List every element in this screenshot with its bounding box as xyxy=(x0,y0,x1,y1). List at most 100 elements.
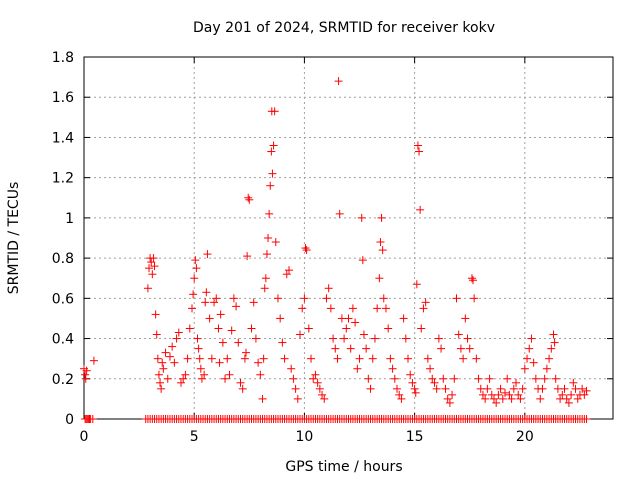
data-point xyxy=(346,344,355,353)
data-point xyxy=(562,394,571,403)
data-point xyxy=(351,318,360,327)
data-point xyxy=(163,374,172,383)
data-point xyxy=(168,342,177,351)
data-point xyxy=(260,284,269,293)
data-point xyxy=(249,298,258,307)
data-point xyxy=(459,354,468,363)
data-point xyxy=(179,374,188,383)
data-point xyxy=(262,250,271,259)
points-layer xyxy=(80,77,591,423)
data-point xyxy=(430,378,439,387)
data-point xyxy=(152,330,161,339)
data-point xyxy=(386,354,395,363)
data-point xyxy=(243,252,252,261)
data-point xyxy=(203,250,212,259)
data-point xyxy=(227,326,236,335)
data-point xyxy=(143,284,152,293)
data-point xyxy=(465,344,474,353)
data-point xyxy=(192,264,201,273)
data-point xyxy=(82,366,91,375)
y-tick-label: 0.8 xyxy=(52,251,74,267)
data-point xyxy=(194,344,203,353)
data-point xyxy=(470,294,479,303)
data-point xyxy=(472,354,481,363)
data-point xyxy=(185,324,194,333)
data-point xyxy=(326,304,335,313)
data-point xyxy=(366,384,375,393)
data-point xyxy=(540,374,549,383)
data-point xyxy=(428,374,437,383)
data-point xyxy=(450,374,459,383)
data-point xyxy=(307,354,316,363)
data-point xyxy=(302,246,311,255)
data-point xyxy=(432,384,441,393)
data-point xyxy=(359,330,368,339)
data-point xyxy=(298,304,307,313)
data-point xyxy=(270,107,279,116)
data-point xyxy=(445,398,454,407)
data-point xyxy=(284,266,293,275)
data-point xyxy=(320,394,329,403)
data-point xyxy=(188,304,197,313)
data-point xyxy=(273,294,282,303)
y-tick-label: 0.2 xyxy=(52,372,74,388)
data-point xyxy=(375,274,384,283)
data-point xyxy=(474,374,483,383)
data-point xyxy=(411,388,420,397)
data-point xyxy=(518,384,527,393)
data-point xyxy=(388,364,397,373)
data-point xyxy=(364,374,373,383)
y-tick-label: 1.4 xyxy=(52,130,74,146)
data-point xyxy=(301,244,310,253)
data-point xyxy=(154,370,163,379)
data-point xyxy=(293,394,302,403)
data-point xyxy=(527,334,536,343)
data-point xyxy=(259,354,268,363)
data-point xyxy=(362,344,371,353)
data-point xyxy=(322,294,331,303)
data-point xyxy=(278,338,287,347)
data-point xyxy=(333,354,342,363)
data-point xyxy=(268,169,277,178)
data-point xyxy=(379,294,388,303)
data-point xyxy=(181,370,190,379)
data-point xyxy=(550,338,559,347)
data-point xyxy=(256,370,265,379)
data-point xyxy=(232,302,241,311)
data-point xyxy=(419,304,428,313)
data-point xyxy=(492,398,501,407)
data-point xyxy=(280,354,289,363)
data-point xyxy=(384,324,393,333)
data-point xyxy=(538,384,547,393)
data-point xyxy=(582,386,591,395)
data-point xyxy=(496,384,505,393)
data-point xyxy=(469,276,478,285)
data-point xyxy=(195,354,204,363)
data-point xyxy=(348,304,357,313)
data-point xyxy=(247,324,256,333)
data-point xyxy=(156,378,165,387)
data-point xyxy=(353,364,362,373)
data-point xyxy=(448,390,457,399)
data-point xyxy=(410,384,419,393)
data-point xyxy=(401,334,410,343)
grid-layer xyxy=(84,57,613,419)
data-point xyxy=(390,374,399,383)
data-point xyxy=(335,209,344,218)
data-point xyxy=(551,374,560,383)
data-point xyxy=(467,274,476,283)
data-point xyxy=(549,330,558,339)
data-point xyxy=(355,354,364,363)
x-tick-label: 5 xyxy=(190,429,199,445)
data-point xyxy=(254,358,263,367)
y-axis-label: SRMTID / TECUs xyxy=(6,182,22,295)
data-point xyxy=(342,324,351,333)
data-point xyxy=(147,258,156,267)
data-point xyxy=(370,334,379,343)
data-point xyxy=(509,384,518,393)
data-point-zero xyxy=(582,415,591,423)
data-point xyxy=(416,205,425,214)
data-point xyxy=(258,394,267,403)
data-point xyxy=(266,181,275,190)
data-point xyxy=(267,147,276,156)
